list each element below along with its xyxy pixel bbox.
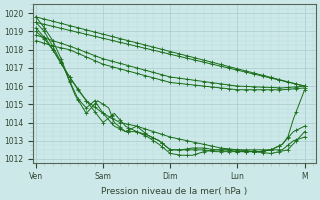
X-axis label: Pression niveau de la mer( hPa ): Pression niveau de la mer( hPa )	[101, 187, 248, 196]
